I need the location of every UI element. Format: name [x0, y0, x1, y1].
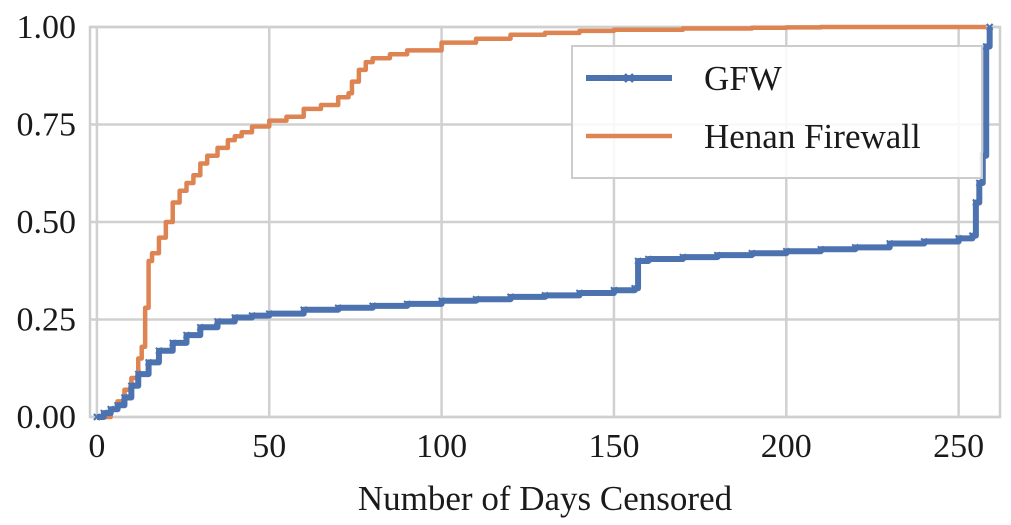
data-point: [982, 42, 990, 51]
data-point: [106, 405, 115, 413]
data-point: [300, 306, 308, 314]
data-point: [885, 239, 894, 248]
x-tick-label: 250: [933, 428, 984, 465]
x-tick-label: 200: [761, 428, 812, 465]
data-point: [231, 313, 239, 322]
data-point: [155, 346, 163, 355]
y-tick-label: 0.25: [17, 302, 77, 339]
x-axis-label: Number of Days Censored: [358, 479, 733, 518]
data-point: [368, 302, 377, 310]
data-point: [975, 179, 984, 187]
data-point: [248, 311, 256, 320]
y-tick-label: 0.75: [17, 107, 77, 144]
data-point: [954, 234, 963, 243]
x-tick-label: 100: [416, 428, 467, 465]
x-tick-label: 0: [88, 428, 105, 465]
y-tick-label: 1.00: [17, 9, 77, 46]
legend-label: Henan Firewall: [704, 117, 921, 156]
data-point: [472, 295, 480, 303]
data-point: [403, 300, 411, 308]
data-point: [506, 293, 515, 301]
data-point: [144, 358, 153, 367]
legend-box: [571, 45, 983, 179]
data-point: [541, 291, 549, 300]
data-point: [134, 370, 142, 378]
data-point: [127, 382, 136, 390]
data-point: [644, 255, 653, 263]
x-tick-label: 50: [252, 428, 286, 465]
data-point: [851, 243, 859, 252]
data-point: [968, 231, 977, 240]
data-point: [610, 286, 618, 294]
legend-label: GFW: [704, 59, 782, 98]
data-point: [437, 297, 446, 305]
y-tick-labels: 0.00 0.25 0.50 0.75 1.00: [17, 9, 77, 436]
data-point: [972, 198, 980, 207]
data-point: [213, 317, 222, 326]
data-point: [182, 331, 191, 339]
data-point: [782, 247, 790, 255]
x-tick-label: 150: [588, 428, 639, 465]
data-point: [985, 23, 994, 31]
data-point: [169, 339, 177, 347]
y-tick-label: 0.50: [17, 204, 77, 241]
series-layer: [93, 23, 994, 421]
x-tick-labels: 0 50 100 150 200 250: [88, 428, 984, 465]
data-point: [748, 249, 756, 257]
data-point: [100, 409, 108, 417]
data-point: [113, 401, 122, 410]
data-point: [679, 253, 687, 261]
legend-marker: [624, 73, 634, 83]
data-point: [265, 309, 273, 318]
data-point: [817, 245, 825, 254]
data-point: [634, 257, 642, 265]
data-point: [920, 237, 928, 246]
data-point: [630, 284, 639, 293]
data-point: [196, 323, 205, 332]
y-tick-label: 0.00: [17, 399, 77, 436]
data-point: [713, 251, 722, 259]
data-point: [120, 393, 129, 402]
data-point: [575, 289, 584, 297]
series-line-henan-firewall: [103, 24, 987, 420]
legend: GFW Henan Firewall: [571, 45, 983, 179]
data-point: [93, 413, 101, 421]
plot-frame: [88, 25, 1002, 419]
data-point: [334, 304, 342, 312]
